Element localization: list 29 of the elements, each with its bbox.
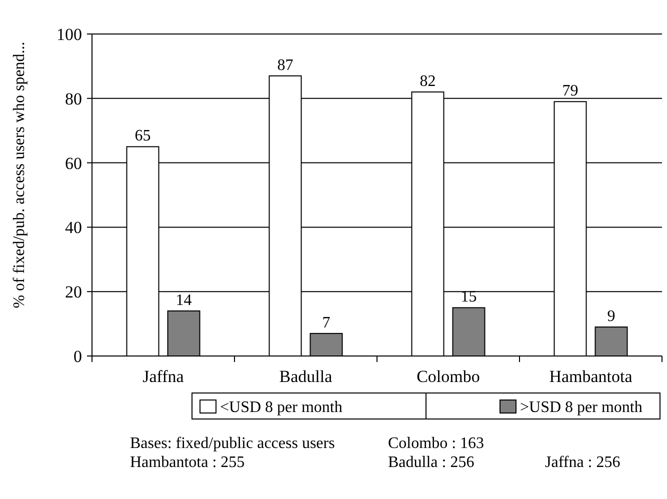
x-tick-label: Badulla bbox=[279, 367, 333, 386]
text: Bases: fixed/public access users bbox=[130, 435, 335, 452]
bar bbox=[452, 307, 486, 356]
data-label: 82 bbox=[420, 72, 436, 90]
text: Colombo : 163 bbox=[388, 435, 484, 452]
y-tick-label: 0 bbox=[74, 347, 82, 366]
legend-label: >USD 8 per month bbox=[520, 399, 642, 416]
y-tick-label: 20 bbox=[65, 282, 82, 302]
bar bbox=[310, 332, 343, 356]
bar bbox=[167, 310, 200, 356]
bar bbox=[594, 326, 628, 356]
legend-label: <USD 8 per month bbox=[220, 399, 342, 416]
data-label: 14 bbox=[176, 292, 192, 309]
x-tick-label: Hambantota bbox=[549, 367, 633, 386]
data-label: 9 bbox=[607, 308, 616, 326]
y-tick-label: 40 bbox=[65, 218, 82, 238]
y-tick-label: 60 bbox=[65, 154, 82, 173]
y-tick-label: 80 bbox=[65, 89, 82, 108]
y-axis-title: % of fixed/pub. access users who spend... bbox=[11, 42, 28, 308]
text: Badulla : 256 bbox=[388, 454, 474, 471]
data-label: 65 bbox=[134, 128, 151, 145]
data-label: 87 bbox=[277, 56, 294, 74]
text: Hambantota : 255 bbox=[130, 454, 245, 471]
text: Jaffna : 256 bbox=[545, 454, 620, 471]
data-label: 7 bbox=[322, 314, 330, 332]
x-tick-label: Jaffna bbox=[142, 367, 184, 386]
data-label: 79 bbox=[562, 82, 578, 100]
y-tick-label: 100 bbox=[56, 25, 82, 44]
x-tick-label: Colombo bbox=[416, 367, 480, 386]
